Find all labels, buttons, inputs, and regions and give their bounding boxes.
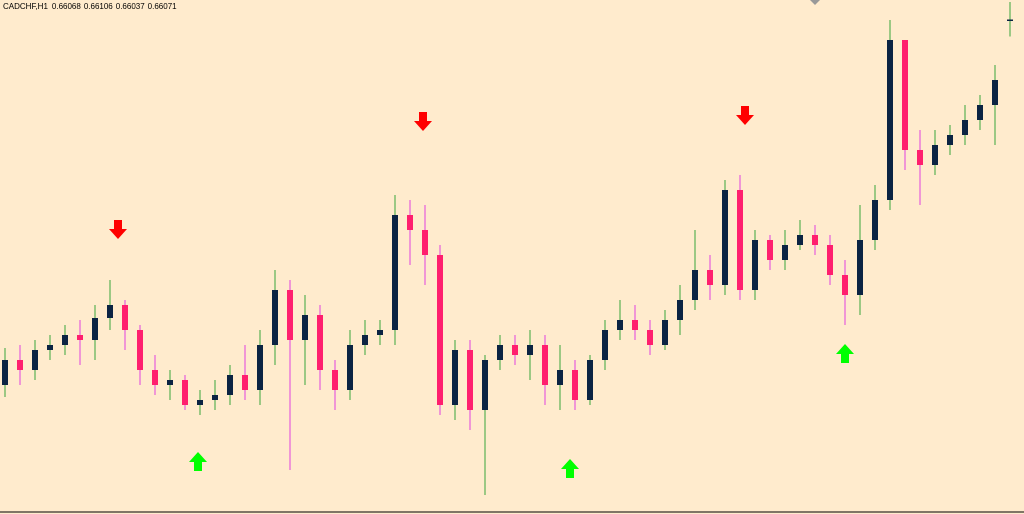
- open-value: 0.66068: [52, 2, 81, 11]
- candle-body: [842, 275, 848, 295]
- sell-arrow: [736, 106, 754, 125]
- signals: [109, 0, 854, 478]
- candle-body: [992, 80, 998, 105]
- candle-body: [47, 345, 53, 350]
- candle-body: [632, 320, 638, 330]
- candle-body: [77, 335, 83, 340]
- symbol: CADCHF,H1: [3, 2, 48, 11]
- buy-arrow: [189, 452, 207, 471]
- candle-body: [317, 315, 323, 370]
- candle-body: [347, 345, 353, 390]
- candle-body: [467, 350, 473, 410]
- candle-body: [767, 240, 773, 260]
- candle-body: [662, 320, 668, 345]
- candle-body: [527, 345, 533, 355]
- candle-body: [167, 380, 173, 385]
- candle-body: [887, 40, 893, 200]
- candle-body: [182, 380, 188, 405]
- candle-body: [617, 320, 623, 330]
- high-value: 0.66106: [84, 2, 113, 11]
- marker: [810, 0, 820, 5]
- buy-arrow: [561, 459, 579, 478]
- candle-body: [452, 350, 458, 405]
- candle-body: [872, 200, 878, 240]
- candle-body: [737, 190, 743, 290]
- chart-header: CADCHF,H1 0.66068 0.66106 0.66037 0.66071: [3, 2, 177, 11]
- candle-body: [752, 240, 758, 290]
- candle-body: [407, 215, 413, 230]
- close-value: 0.66071: [148, 2, 177, 11]
- candle-body: [932, 145, 938, 165]
- candle-body: [437, 255, 443, 405]
- candle-body: [482, 360, 488, 410]
- candle-body: [422, 230, 428, 255]
- candle-body: [557, 370, 563, 385]
- candle-body: [977, 105, 983, 120]
- candle-body: [92, 318, 98, 340]
- candle-body: [242, 375, 248, 390]
- candle-body: [197, 400, 203, 405]
- candle-body: [272, 290, 278, 345]
- candle-body: [917, 150, 923, 165]
- candle-body: [2, 360, 8, 385]
- candles: [2, 2, 1013, 495]
- candle-body: [212, 395, 218, 400]
- candle-body: [797, 235, 803, 245]
- candle-body: [17, 360, 23, 370]
- candle-body: [257, 345, 263, 390]
- candle-body: [692, 270, 698, 300]
- candle-body: [722, 190, 728, 285]
- candle-body: [512, 345, 518, 355]
- sell-arrow: [414, 112, 432, 131]
- candle-body: [542, 345, 548, 385]
- candle-body: [107, 305, 113, 318]
- candle-body: [332, 370, 338, 390]
- candle-body: [587, 360, 593, 400]
- candle-body: [902, 40, 908, 150]
- candle-body: [392, 215, 398, 330]
- candle-body: [677, 300, 683, 320]
- candle-body: [287, 290, 293, 340]
- candle-body: [152, 370, 158, 385]
- buy-arrow: [836, 344, 854, 363]
- candle-body: [857, 240, 863, 295]
- candle-body: [1007, 19, 1013, 21]
- low-value: 0.66037: [116, 2, 145, 11]
- candle-body: [362, 335, 368, 345]
- candle-body: [137, 330, 143, 370]
- candle-body: [947, 135, 953, 145]
- candle-body: [602, 330, 608, 360]
- candle-body: [62, 335, 68, 345]
- candle-body: [962, 120, 968, 135]
- candle-body: [302, 315, 308, 340]
- candle-body: [122, 305, 128, 330]
- candle-body: [707, 270, 713, 285]
- candle-body: [377, 330, 383, 335]
- sell-arrow: [109, 220, 127, 239]
- candle-body: [827, 245, 833, 275]
- candle-body: [572, 370, 578, 400]
- candle-body: [782, 245, 788, 260]
- candle-body: [647, 330, 653, 345]
- candle-body: [812, 235, 818, 245]
- candle-body: [32, 350, 38, 370]
- candle-body: [497, 345, 503, 360]
- candle-body: [227, 375, 233, 395]
